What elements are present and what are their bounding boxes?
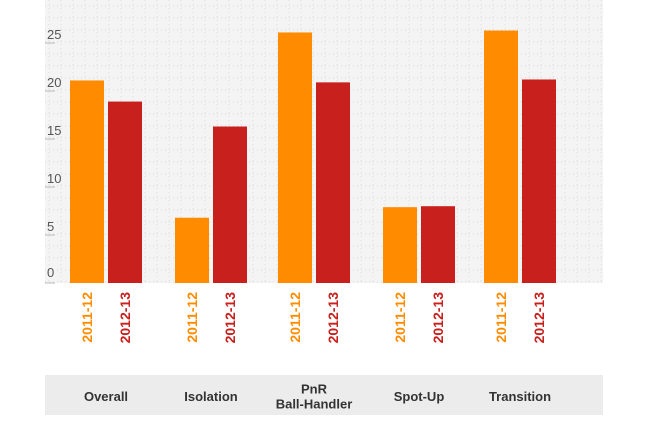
season-label: 2012-13 — [222, 292, 238, 344]
bar-2011-12-3 — [383, 207, 417, 283]
category-label: Overall — [84, 389, 128, 404]
bar-2011-12-4 — [484, 30, 518, 283]
category-label-band — [45, 375, 603, 415]
y-tick-label: 5 — [47, 219, 54, 234]
bars — [70, 30, 556, 284]
y-tick-label: 10 — [47, 171, 61, 186]
category-label: PnR — [301, 382, 328, 397]
bar-2012-13-0 — [108, 101, 142, 283]
bar-2011-12-0 — [70, 80, 104, 283]
season-label: 2012-13 — [325, 292, 341, 344]
y-tick-label: 20 — [47, 75, 61, 90]
season-label: 2012-13 — [531, 292, 547, 344]
bar-2012-13-1 — [213, 126, 247, 284]
season-label: 2012-13 — [117, 292, 133, 344]
season-label: 2011-12 — [287, 292, 303, 343]
y-tick-label: 15 — [47, 123, 61, 138]
bar-2012-13-4 — [522, 79, 556, 283]
category-label: Transition — [489, 389, 551, 404]
category-label: Isolation — [184, 389, 238, 404]
bar-2012-13-2 — [316, 82, 350, 283]
y-axis-ticks: 0 5 10 15 20 25 — [45, 27, 61, 284]
bar-2011-12-1 — [175, 217, 209, 283]
y-tick-label: 0 — [47, 265, 54, 280]
season-labels: 2011-12 2011-12 2011-12 2011-12 2011-12 2012-… — [79, 292, 547, 344]
y-tick-label: 25 — [47, 27, 61, 42]
season-label: 2011-12 — [79, 292, 95, 343]
season-label-band — [45, 283, 603, 375]
season-label: 2011-12 — [184, 292, 200, 343]
bar-2012-13-3 — [421, 206, 455, 283]
category-label: Ball-Handler — [276, 397, 353, 412]
season-label: 2011-12 — [493, 292, 509, 343]
season-label: 2011-12 — [392, 292, 408, 343]
season-label: 2012-13 — [430, 292, 446, 344]
category-label: Spot-Up — [394, 389, 445, 404]
bar-2011-12-2 — [278, 32, 312, 283]
